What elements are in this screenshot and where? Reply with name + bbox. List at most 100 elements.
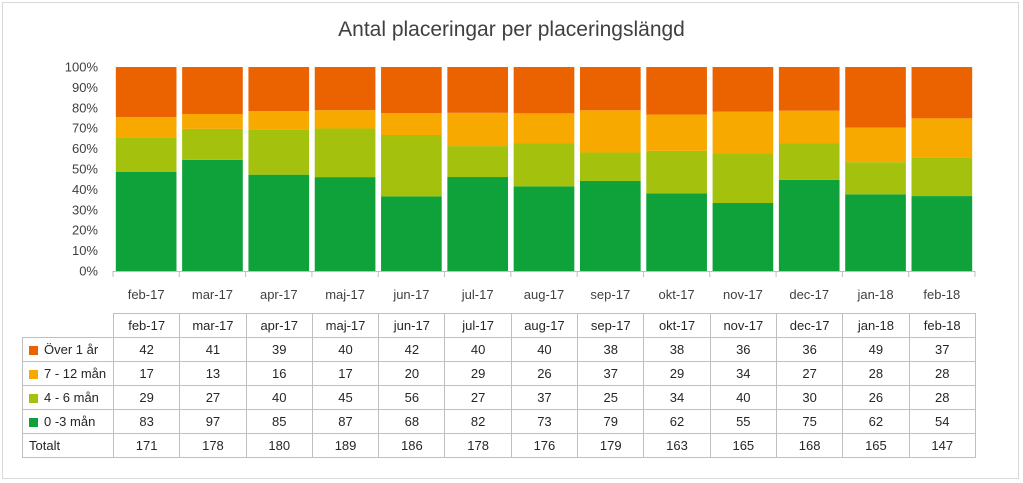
table-cell: 29 [444, 361, 512, 386]
y-tick-label: 90% [72, 80, 98, 95]
table-corner [22, 313, 114, 338]
table-cell: 27 [775, 361, 844, 386]
table-column-header: jul-17 [444, 313, 512, 338]
table-cell: 20 [378, 361, 446, 386]
table-cell: 85 [245, 409, 313, 434]
x-tick-label: okt-17 [659, 287, 695, 302]
bar-segment [182, 67, 243, 114]
table-cell: 30 [775, 385, 844, 410]
table-row-header: Totalt [22, 433, 114, 458]
table-cell: 26 [842, 385, 910, 410]
table-cell: 37 [908, 337, 976, 362]
table-cell: 40 [510, 337, 579, 362]
bar-segment [911, 67, 973, 119]
bar-segment [314, 128, 376, 178]
table-row: 7 - 12 mån 17 13 16 17 20 29 26 37 29 34 27 28 28 [22, 361, 976, 386]
table-cell: 45 [311, 385, 380, 410]
bar-segment [248, 67, 310, 112]
bar-segment [182, 128, 243, 160]
y-tick-label: 40% [72, 182, 98, 197]
table-cell: 16 [245, 361, 313, 386]
bar-segment [115, 67, 177, 118]
table-cell: 38 [577, 337, 645, 362]
legend-key [29, 370, 38, 379]
bar-segment [646, 193, 707, 271]
bar-segment [646, 114, 707, 151]
bar-segment [513, 186, 575, 271]
table-cell: 37 [510, 385, 579, 410]
table-cell: 83 [112, 409, 181, 434]
table-cell: 40 [444, 337, 512, 362]
x-tick-label: mar-17 [192, 287, 233, 302]
y-tick-label: 100% [65, 60, 99, 75]
table-row: 4 - 6 mån 29 27 40 45 56 27 37 25 34 40 30 26 28 [22, 385, 976, 410]
table-cell: 179 [577, 433, 645, 458]
table-cell: 79 [577, 409, 645, 434]
x-tick-label: jun-17 [392, 287, 429, 302]
bar-segment [248, 129, 310, 175]
table-column-header: feb-17 [112, 313, 181, 338]
bar-segment [845, 67, 906, 128]
bar-segment [646, 150, 707, 194]
bar-segment [513, 113, 575, 144]
x-tick-label: jul-17 [461, 287, 494, 302]
bar-segment [381, 67, 442, 114]
bar-segment [911, 157, 973, 197]
table-column-header: jun-17 [378, 313, 446, 338]
bar-segment [381, 135, 442, 197]
x-tick-label: maj-17 [325, 287, 365, 302]
table-cell: 27 [444, 385, 512, 410]
table-column-header: aug-17 [510, 313, 579, 338]
table-cell: 28 [908, 361, 976, 386]
y-tick-label: 60% [72, 141, 98, 156]
bar-segment [447, 67, 509, 113]
legend-label: 7 - 12 mån [44, 366, 107, 381]
table-cell: 168 [775, 433, 844, 458]
table-cell: 165 [842, 433, 910, 458]
bar-segment [248, 111, 310, 130]
y-tick-label: 0% [79, 264, 98, 279]
table-cell: 73 [510, 409, 579, 434]
bar-segment [182, 159, 243, 271]
table-column-header: apr-17 [245, 313, 313, 338]
table-row-header: 7 - 12 mån [22, 361, 114, 386]
bar-segment [314, 177, 376, 271]
stacked-bar-chart: 0% 10% 20% 30% 40% 50% 60% 70% 80% 90% 100% feb-17 m… [65, 60, 976, 302]
table-column-header: maj-17 [311, 313, 380, 338]
table-cell: 62 [842, 409, 910, 434]
x-tick-label: nov-17 [723, 287, 763, 302]
table-cell: 75 [775, 409, 844, 434]
table-row-header: 0 -3 mån [22, 409, 114, 434]
table-cell: 163 [643, 433, 711, 458]
bar-segment [579, 152, 641, 181]
x-tick-label: aug-17 [524, 287, 564, 302]
table-cell: 42 [378, 337, 446, 362]
x-tick-label: feb-18 [923, 287, 960, 302]
x-tick-label: dec-17 [789, 287, 829, 302]
table-cell: 34 [709, 361, 777, 386]
table-cell: 25 [577, 385, 645, 410]
table-cell: 36 [775, 337, 844, 362]
bar-segment [381, 113, 442, 135]
table-column-header: nov-17 [709, 313, 777, 338]
table-cell: 165 [709, 433, 777, 458]
bar-segment [712, 153, 774, 203]
legend-label: 0 -3 mån [44, 414, 96, 429]
table-cell: 42 [112, 337, 181, 362]
bar-segment [115, 171, 177, 271]
bar-segment [115, 137, 177, 172]
table-cell: 40 [311, 337, 380, 362]
y-tick-label: 70% [72, 121, 98, 136]
table-cell: 29 [112, 385, 181, 410]
data-table-body: Över 1 år 42 41 39 40 42 40 40 38 38 36 36 49 37 7 - 1… [22, 337, 976, 458]
data-table: feb-17 mar-17 apr-17 maj-17 jun-17 jul-17 aug-… [22, 313, 976, 458]
bar-segment [579, 110, 641, 153]
table-row-header: Över 1 år [22, 337, 114, 362]
table-cell: 36 [709, 337, 777, 362]
bar-segment [778, 67, 840, 111]
table-column-header: feb-18 [908, 313, 976, 338]
table-cell: 29 [643, 361, 711, 386]
table-cell: 176 [510, 433, 579, 458]
bar-segment [712, 203, 774, 271]
